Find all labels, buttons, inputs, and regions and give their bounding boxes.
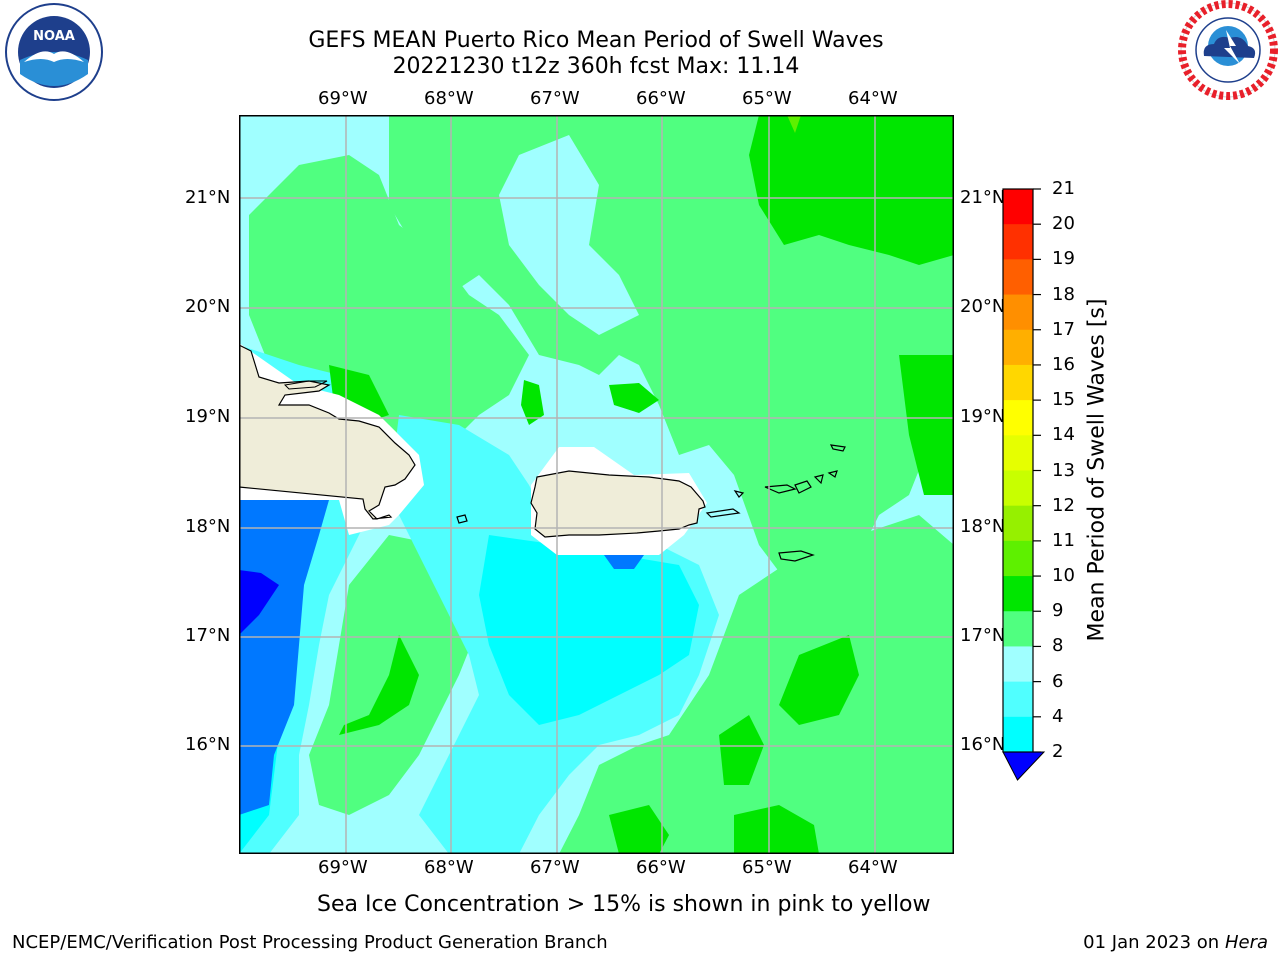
noaa-logo: NOAA bbox=[4, 2, 104, 102]
colorbar-band bbox=[1003, 294, 1033, 331]
vieques-island bbox=[705, 508, 741, 518]
lon-label-bottom-68w: 68°W bbox=[424, 857, 474, 878]
colorbar-band bbox=[1003, 505, 1033, 542]
lat-label-right-19n: 19°N bbox=[960, 406, 1006, 427]
lon-label-bottom-69w: 69°W bbox=[318, 857, 368, 878]
colorbar bbox=[1002, 188, 1046, 781]
colorbar-band bbox=[1003, 364, 1033, 401]
lat-label-right-17n: 17°N bbox=[960, 625, 1006, 646]
hispaniola-land bbox=[239, 344, 416, 520]
lon-label-bottom-67w: 67°W bbox=[530, 857, 580, 878]
colorbar-band bbox=[1003, 576, 1033, 612]
colorbar-tick-label: 9 bbox=[1052, 600, 1064, 622]
colorbar-band bbox=[1003, 716, 1033, 753]
lat-label-left-18n: 18°N bbox=[185, 516, 231, 537]
lat-label-left-17n: 17°N bbox=[185, 625, 231, 646]
colorbar-tick-label: 4 bbox=[1052, 705, 1064, 727]
lat-label-left-20n: 20°N bbox=[185, 296, 231, 317]
lon-label-bottom-65w: 65°W bbox=[742, 857, 792, 878]
colorbar-tick-label: 13 bbox=[1052, 459, 1075, 481]
date-text: 01 Jan 2023 on Hera bbox=[1083, 932, 1268, 954]
field-11-12-c bbox=[521, 380, 544, 425]
colorbar-tick-label: 15 bbox=[1052, 389, 1075, 411]
lat-label-left-21n: 21°N bbox=[185, 187, 231, 208]
sea-ice-note: Sea Ice Concentration > 15% is shown in … bbox=[317, 892, 931, 917]
field-12-13-spot bbox=[787, 115, 801, 133]
culebra-island bbox=[733, 490, 745, 498]
field-11-12-s bbox=[609, 805, 669, 854]
swell-period-map bbox=[239, 115, 954, 854]
lon-label-top-65w: 65°W bbox=[742, 88, 792, 109]
lat-label-right-18n: 18°N bbox=[960, 516, 1006, 537]
field-11-12-sc bbox=[339, 635, 419, 735]
noaa-logo-icon: NOAA bbox=[5, 3, 103, 101]
colorbar-band bbox=[1003, 435, 1033, 472]
lat-label-right-21n: 21°N bbox=[960, 187, 1006, 208]
lon-label-top-69w: 69°W bbox=[318, 88, 368, 109]
colorbar-band bbox=[1003, 259, 1033, 296]
colorbar-tick-label: 8 bbox=[1052, 635, 1064, 657]
map-grid bbox=[239, 115, 954, 854]
colorbar-tick-label: 14 bbox=[1052, 424, 1075, 446]
noaa-logo-text: NOAA bbox=[33, 29, 75, 44]
lat-label-right-16n: 16°N bbox=[960, 734, 1006, 755]
lon-label-bottom-64w: 64°W bbox=[848, 857, 898, 878]
field-4-6-pr-south bbox=[604, 555, 644, 569]
st-croix-island bbox=[778, 550, 815, 562]
colorbar-tick-label: 21 bbox=[1052, 178, 1075, 199]
lon-label-top-68w: 68°W bbox=[424, 88, 474, 109]
virgin-islands bbox=[764, 444, 846, 494]
nws-logo bbox=[1178, 0, 1278, 100]
colorbar-tick-label: 6 bbox=[1052, 670, 1064, 692]
field-11-12-c2 bbox=[609, 383, 659, 413]
plot-title: GEFS MEAN Puerto Rico Mean Period of Swe… bbox=[308, 28, 884, 53]
lat-label-left-16n: 16°N bbox=[185, 734, 231, 755]
colorbar-band bbox=[1003, 224, 1033, 260]
map-frame bbox=[239, 115, 954, 854]
colorbar-band bbox=[1003, 681, 1033, 718]
colorbar-under-triangle bbox=[1002, 751, 1046, 781]
field-10-11-south-east bbox=[559, 515, 954, 854]
lon-label-top-67w: 67°W bbox=[530, 88, 580, 109]
field-11-12-s2 bbox=[719, 715, 764, 785]
colorbar-tick-label: 17 bbox=[1052, 318, 1075, 340]
colorbar-band bbox=[1003, 400, 1033, 436]
nws-logo-icon bbox=[1178, 0, 1278, 100]
field-9-10-central-tongue bbox=[499, 135, 639, 335]
colorbar-tick-label: 19 bbox=[1052, 248, 1075, 270]
colorbar-band bbox=[1003, 646, 1033, 683]
colorbar-tick-label: 2 bbox=[1052, 741, 1064, 762]
colorbar-tick-label: 20 bbox=[1052, 213, 1075, 235]
field-6-8-center bbox=[479, 535, 699, 725]
lat-label-left-19n: 19°N bbox=[185, 406, 231, 427]
field-2-4-west bbox=[239, 570, 279, 635]
colorbar-tick-label: 12 bbox=[1052, 494, 1075, 516]
field-11-12-e bbox=[899, 355, 954, 495]
colorbar-title: Mean Period of Swell Waves [s] bbox=[1084, 298, 1110, 642]
field-11-12-sc2 bbox=[779, 635, 859, 725]
lon-label-top-64w: 64°W bbox=[848, 88, 898, 109]
colorbar-tick-label: 10 bbox=[1052, 565, 1075, 587]
field-11-12-ne bbox=[749, 115, 954, 265]
lon-label-bottom-66w: 66°W bbox=[636, 857, 686, 878]
lat-label-right-20n: 20°N bbox=[960, 296, 1006, 317]
colorbar-band bbox=[1003, 470, 1033, 507]
credit-text: NCEP/EMC/Verification Post Processing Pr… bbox=[12, 932, 608, 953]
date-value: 01 Jan 2023 on bbox=[1083, 932, 1225, 953]
colorbar-tick-label: 18 bbox=[1052, 283, 1075, 305]
colorbar-tick-label: 11 bbox=[1052, 529, 1075, 551]
hispaniola-lake bbox=[283, 380, 328, 390]
field-11-12-se bbox=[734, 805, 819, 854]
colorbar-band bbox=[1003, 189, 1033, 225]
machine-name: Hera bbox=[1224, 932, 1268, 953]
colorbar-band bbox=[1003, 611, 1033, 648]
mona-island bbox=[456, 514, 468, 524]
plot-subtitle: 20221230 t12z 360h fcst Max: 11.14 bbox=[392, 54, 800, 79]
colorbar-tick-label: 16 bbox=[1052, 353, 1075, 375]
lon-label-top-66w: 66°W bbox=[636, 88, 686, 109]
colorbar-band bbox=[1003, 540, 1033, 577]
colorbar-band bbox=[1003, 329, 1033, 366]
